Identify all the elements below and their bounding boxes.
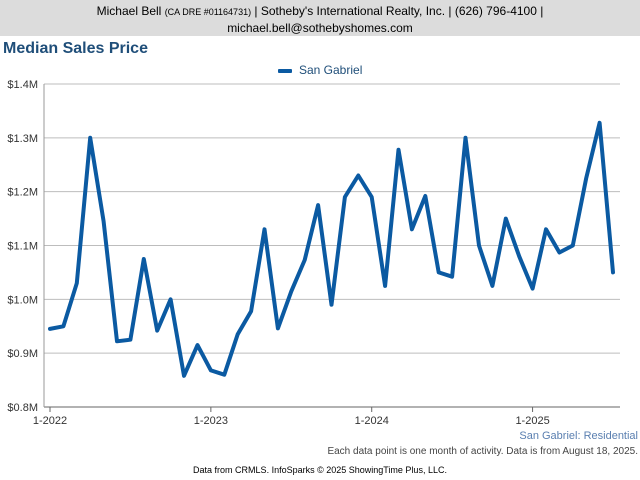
data-point[interactable] [141, 256, 147, 262]
x-tick-label: 1-2024 [355, 415, 389, 427]
y-tick-label: $1.4M [7, 79, 38, 91]
data-point[interactable] [382, 283, 388, 289]
x-tick-label: 1-2023 [194, 415, 228, 427]
grid-lines [43, 83, 620, 408]
data-note: Each data point is one month of activity… [327, 446, 638, 457]
data-point[interactable] [463, 135, 469, 141]
data-point[interactable] [329, 302, 335, 308]
data-point[interactable] [168, 296, 174, 302]
data-point[interactable] [396, 147, 402, 153]
data-point[interactable] [436, 269, 442, 275]
series-line-san-gabriel [48, 120, 615, 378]
data-point[interactable] [543, 226, 549, 232]
data-point[interactable] [101, 218, 107, 224]
data-point[interactable] [610, 269, 616, 275]
y-axis-ticks: $0.8M $0.9M $1.0M $1.1M $1.2M $1.3M $1.4M [7, 79, 38, 414]
x-axis-ticks: 1-2022 1-2023 1-2024 1-2025 [33, 407, 550, 427]
data-point[interactable] [288, 288, 294, 294]
data-point[interactable] [60, 323, 66, 329]
agent-email: michael.bell@sothebyshomes.com [227, 21, 413, 35]
series-group [47, 120, 616, 379]
data-point[interactable] [556, 249, 562, 255]
data-point[interactable] [516, 253, 522, 259]
y-tick-label: $1.2M [7, 187, 38, 199]
data-source-footer: Data from CRMLS. InfoSparks © 2025 Showi… [193, 465, 447, 475]
data-point[interactable] [302, 257, 308, 263]
data-point[interactable] [87, 135, 93, 141]
data-point[interactable] [409, 226, 415, 232]
data-point[interactable] [476, 243, 482, 249]
data-point[interactable] [355, 173, 361, 179]
y-tick-label: $1.0M [7, 294, 38, 306]
y-tick-label: $0.8M [7, 402, 38, 414]
data-point[interactable] [208, 367, 214, 373]
data-point[interactable] [530, 286, 536, 292]
data-point[interactable] [181, 373, 187, 379]
data-point[interactable] [154, 328, 160, 334]
data-point[interactable] [261, 226, 267, 232]
y-tick-label: $0.9M [7, 348, 38, 360]
y-tick-label: $1.3M [7, 133, 38, 145]
data-point[interactable] [275, 325, 281, 331]
data-point[interactable] [583, 175, 589, 181]
data-point[interactable] [597, 120, 603, 126]
data-point[interactable] [74, 280, 80, 286]
x-tick-label: 1-2025 [515, 415, 549, 427]
data-point[interactable] [235, 331, 241, 337]
data-point[interactable] [489, 283, 495, 289]
data-point[interactable] [127, 337, 133, 343]
legend-swatch [277, 68, 292, 73]
data-point[interactable] [194, 342, 200, 348]
y-tick-label: $1.1M [7, 241, 38, 253]
data-point[interactable] [248, 308, 254, 314]
agent-header-line1: Michael Bell (CA DRE #01164731) | Sotheb… [0, 3, 640, 20]
agent-header: Michael Bell (CA DRE #01164731) | Sotheb… [0, 0, 640, 36]
chart-title: Median Sales Price [3, 40, 148, 57]
chart-subtitle: San Gabriel: Residential [519, 430, 638, 442]
data-point[interactable] [570, 243, 576, 249]
chart-legend: San Gabriel [0, 63, 640, 77]
data-point[interactable] [422, 193, 428, 199]
data-point[interactable] [114, 338, 120, 344]
data-point[interactable] [47, 326, 53, 332]
data-point[interactable] [369, 194, 375, 200]
x-tick-label: 1-2022 [33, 415, 67, 427]
agent-name: Michael Bell [96, 4, 162, 18]
data-point[interactable] [315, 202, 321, 208]
data-point[interactable] [449, 274, 455, 280]
data-point[interactable] [221, 372, 227, 378]
data-point[interactable] [503, 216, 509, 222]
data-point[interactable] [342, 194, 348, 200]
agent-dre: (CA DRE #01164731) [164, 7, 252, 17]
legend-label: San Gabriel [298, 63, 363, 77]
agent-company-phone: | Sotheby's International Realty, Inc. |… [254, 4, 544, 18]
